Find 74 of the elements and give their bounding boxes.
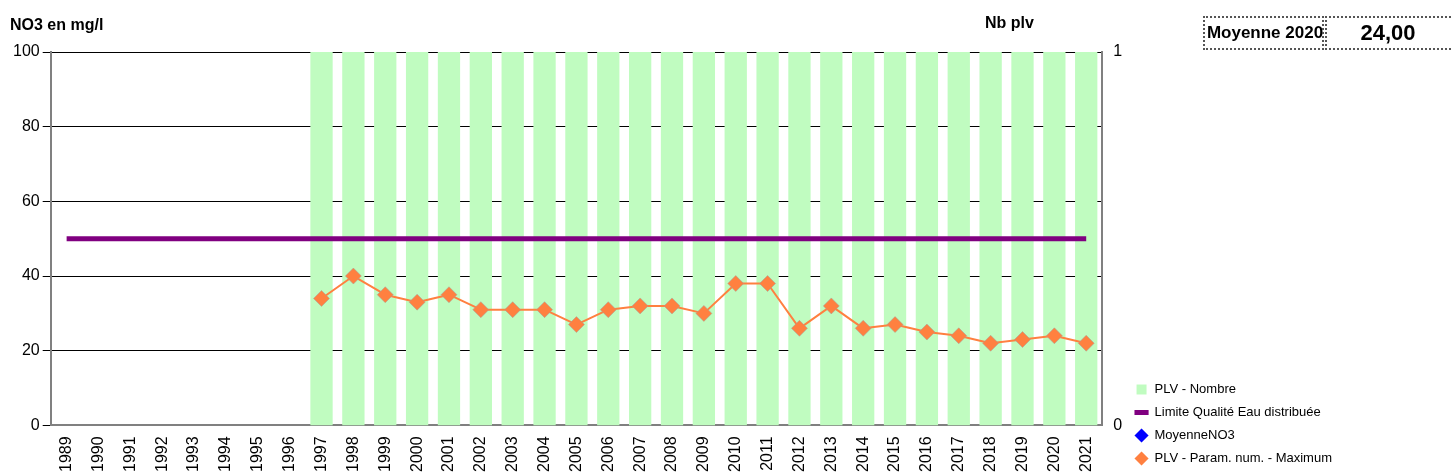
y-tick-label: 0 bbox=[30, 415, 40, 433]
x-tick-label: 2015 bbox=[885, 436, 903, 472]
x-tick-label: 2009 bbox=[694, 436, 712, 472]
point bbox=[950, 327, 968, 345]
point bbox=[727, 275, 744, 292]
point bbox=[759, 275, 776, 292]
x-tick-label: 1994 bbox=[216, 436, 234, 472]
x-tick-label: 1993 bbox=[184, 436, 202, 472]
x-tick-label: 2010 bbox=[726, 436, 744, 472]
x-tick-label: 1989 bbox=[57, 436, 75, 472]
point bbox=[918, 323, 936, 341]
y2-axis-title: Nb plv bbox=[985, 14, 1034, 32]
x-tick-label: 2011 bbox=[758, 436, 775, 471]
x-tick-label: 2016 bbox=[917, 436, 935, 472]
x-tick-label: 2013 bbox=[821, 436, 839, 472]
legend-label: PLV - Param. num. - Maximum bbox=[1154, 450, 1333, 466]
y2-tick-label: 1 bbox=[1113, 42, 1123, 60]
x-tick-label: 2002 bbox=[471, 436, 489, 472]
point bbox=[313, 290, 330, 307]
text: 24,00 bbox=[1322, 16, 1452, 50]
x-tick-label: 2007 bbox=[630, 436, 648, 472]
y-axis-title: NO3 en mg/l bbox=[10, 16, 104, 34]
y-tick-label: 100 bbox=[12, 42, 40, 60]
point bbox=[663, 297, 681, 315]
point bbox=[377, 286, 394, 303]
point bbox=[1014, 331, 1031, 348]
point bbox=[1046, 327, 1063, 345]
point bbox=[823, 297, 840, 315]
point bbox=[345, 267, 362, 285]
y-tick-label: 20 bbox=[21, 341, 40, 359]
point bbox=[600, 301, 617, 318]
x-tick-label: 2020 bbox=[1044, 436, 1062, 472]
legend-label: PLV - Nombre bbox=[1154, 381, 1236, 397]
x-tick-label: 1990 bbox=[88, 436, 106, 472]
point bbox=[854, 320, 872, 337]
point bbox=[504, 301, 521, 318]
x-tick-label: 1999 bbox=[375, 436, 393, 472]
x-tick-label: 2021 bbox=[1076, 436, 1094, 472]
x-tick-label: 1991 bbox=[120, 436, 138, 472]
x-tick-label: 2012 bbox=[789, 436, 807, 472]
point bbox=[472, 301, 490, 318]
x-tick-label: 2014 bbox=[853, 436, 871, 472]
x-tick-label: 1992 bbox=[152, 436, 170, 472]
x-tick-label: 2017 bbox=[949, 436, 967, 472]
point bbox=[631, 297, 649, 315]
x-tick-label: 2006 bbox=[598, 436, 616, 472]
x-tick-label: 1998 bbox=[343, 436, 361, 472]
x-tick-label: 2005 bbox=[566, 436, 584, 472]
point bbox=[982, 335, 999, 352]
point bbox=[536, 301, 553, 318]
y-tick-label: 60 bbox=[21, 191, 40, 209]
legend-label: Limite Qualité Eau distribuée bbox=[1154, 404, 1321, 420]
x-tick-label: 1995 bbox=[248, 436, 266, 472]
y-tick-label: 80 bbox=[21, 117, 40, 135]
point bbox=[440, 286, 458, 303]
x-tick-label: 1997 bbox=[311, 436, 329, 472]
point bbox=[408, 293, 426, 311]
text: Moyenne 2020 bbox=[1203, 16, 1327, 50]
x-tick-label: 2004 bbox=[534, 436, 552, 472]
x-tick-label: 2019 bbox=[1012, 436, 1030, 472]
y-tick-label: 40 bbox=[21, 266, 40, 284]
point bbox=[695, 305, 713, 322]
y2-tick-label: 0 bbox=[1113, 415, 1123, 433]
x-tick-label: 2018 bbox=[981, 436, 999, 472]
point bbox=[568, 316, 585, 333]
x-tick-label: 2000 bbox=[407, 436, 425, 472]
x-tick-label: 1996 bbox=[280, 436, 298, 472]
point bbox=[1077, 335, 1095, 352]
legend-label: MoyenneNO3 bbox=[1154, 427, 1235, 443]
x-tick-label: 2003 bbox=[503, 436, 521, 472]
x-tick-label: 2008 bbox=[662, 436, 680, 472]
x-tick-label: 2001 bbox=[439, 436, 457, 472]
point bbox=[886, 316, 904, 333]
point bbox=[791, 320, 808, 337]
